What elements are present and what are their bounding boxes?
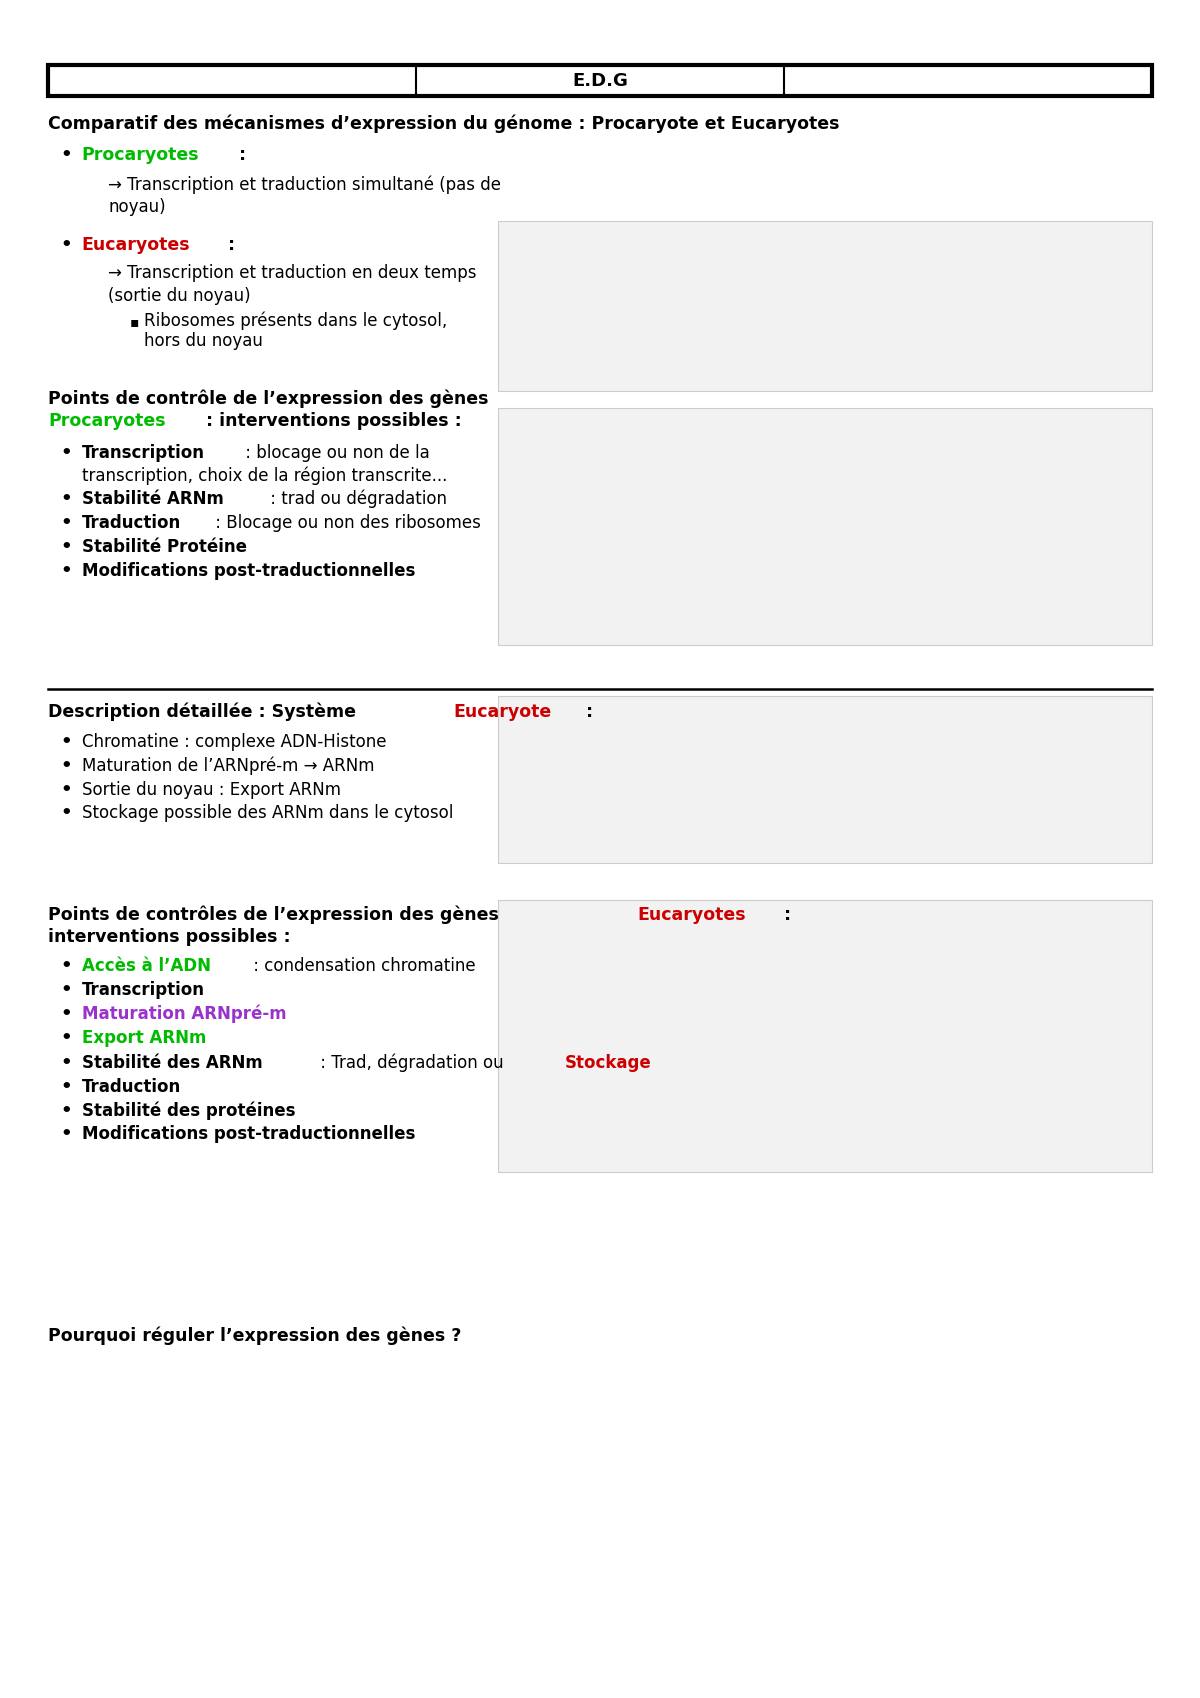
Text: Procaryotes: Procaryotes <box>48 413 166 430</box>
Text: → Transcription et traduction en deux temps: → Transcription et traduction en deux te… <box>108 265 476 282</box>
Text: E.D.G: E.D.G <box>572 71 628 90</box>
Text: Traduction: Traduction <box>82 1078 181 1095</box>
Text: :: : <box>233 146 246 163</box>
Text: : interventions possibles :: : interventions possibles : <box>199 413 462 430</box>
Text: Maturation de l’ARNpré-m → ARNm: Maturation de l’ARNpré-m → ARNm <box>82 756 374 774</box>
Text: : Blocage ou non des ribosomes: : Blocage ou non des ribosomes <box>210 514 480 531</box>
Text: :: : <box>222 236 235 253</box>
Text: Transcription: Transcription <box>82 445 205 462</box>
Text: •: • <box>60 538 72 555</box>
Text: (sortie du noyau): (sortie du noyau) <box>108 287 251 304</box>
Text: Eucaryotes: Eucaryotes <box>637 907 746 924</box>
Text: •: • <box>60 514 72 531</box>
Text: : Trad, dégradation ou: : Trad, dégradation ou <box>314 1053 509 1071</box>
Text: :: : <box>580 703 593 720</box>
Text: Stabilité des ARNm: Stabilité des ARNm <box>82 1054 263 1071</box>
Text: •: • <box>60 445 72 462</box>
Text: Stockage possible des ARNm dans le cytosol: Stockage possible des ARNm dans le cytos… <box>82 805 452 822</box>
Text: : condensation chromatine: : condensation chromatine <box>248 958 475 975</box>
Text: Comparatif des mécanismes d’expression du génome : Procaryote et Eucaryotes: Comparatif des mécanismes d’expression d… <box>48 114 840 132</box>
Text: •: • <box>60 146 72 163</box>
Text: Sortie du noyau : Export ARNm: Sortie du noyau : Export ARNm <box>82 781 341 798</box>
Text: •: • <box>60 491 72 508</box>
Text: → Transcription et traduction simultané (pas de: → Transcription et traduction simultané … <box>108 175 502 194</box>
Text: Export ARNm: Export ARNm <box>82 1029 206 1046</box>
Text: •: • <box>60 236 72 253</box>
Text: •: • <box>60 757 72 774</box>
Text: Description détaillée : Système: Description détaillée : Système <box>48 701 362 720</box>
Text: Ribosomes présents dans le cytosol,: Ribosomes présents dans le cytosol, <box>144 311 448 329</box>
Text: •: • <box>60 1029 72 1046</box>
Text: •: • <box>60 734 72 751</box>
Text: hors du noyau: hors du noyau <box>144 333 263 350</box>
Text: Procaryotes: Procaryotes <box>82 146 199 163</box>
Text: •: • <box>60 1078 72 1095</box>
Text: •: • <box>60 958 72 975</box>
Text: Modifications post-traductionnelles: Modifications post-traductionnelles <box>82 1126 415 1143</box>
Text: Traduction: Traduction <box>82 514 181 531</box>
Text: •: • <box>60 981 72 998</box>
Text: Accès à l’ADN: Accès à l’ADN <box>82 958 211 975</box>
Text: : trad ou dégradation: : trad ou dégradation <box>265 489 446 508</box>
Text: transcription, choix de la région transcrite...: transcription, choix de la région transc… <box>82 465 446 484</box>
Text: Points de contrôles de l’expression des gènes: Points de contrôles de l’expression des … <box>48 905 505 924</box>
Bar <box>498 900 1152 1172</box>
Text: Eucaryotes: Eucaryotes <box>82 236 191 253</box>
Bar <box>498 408 1152 645</box>
Text: •: • <box>60 1126 72 1143</box>
Bar <box>498 221 1152 391</box>
Bar <box>48 65 1152 95</box>
Text: •: • <box>60 562 72 579</box>
Text: Modifications post-traductionnelles: Modifications post-traductionnelles <box>82 562 415 579</box>
Text: Transcription: Transcription <box>82 981 205 998</box>
Text: ▪: ▪ <box>130 316 139 329</box>
Text: •: • <box>60 1102 72 1119</box>
Text: Stabilité Protéine: Stabilité Protéine <box>82 538 247 555</box>
Text: Stockage: Stockage <box>565 1054 652 1071</box>
Text: Points de contrôle de l’expression des gènes: Points de contrôle de l’expression des g… <box>48 389 488 408</box>
Text: noyau): noyau) <box>108 199 166 216</box>
Text: Stabilité des protéines: Stabilité des protéines <box>82 1100 295 1119</box>
Text: •: • <box>60 1005 72 1022</box>
Text: Pourquoi réguler l’expression des gènes ?: Pourquoi réguler l’expression des gènes … <box>48 1326 461 1345</box>
Text: •: • <box>60 805 72 822</box>
Text: Stabilité ARNm: Stabilité ARNm <box>82 491 223 508</box>
Text: :: : <box>778 907 791 924</box>
Text: interventions possibles :: interventions possibles : <box>48 929 290 946</box>
Text: Eucaryote: Eucaryote <box>454 703 552 720</box>
Text: : blocage ou non de la: : blocage ou non de la <box>240 445 430 462</box>
Text: Chromatine : complexe ADN-Histone: Chromatine : complexe ADN-Histone <box>82 734 386 751</box>
Bar <box>498 696 1152 863</box>
Text: •: • <box>60 781 72 798</box>
Text: •: • <box>60 1054 72 1071</box>
Text: Maturation ARNpré-m: Maturation ARNpré-m <box>82 1004 287 1022</box>
